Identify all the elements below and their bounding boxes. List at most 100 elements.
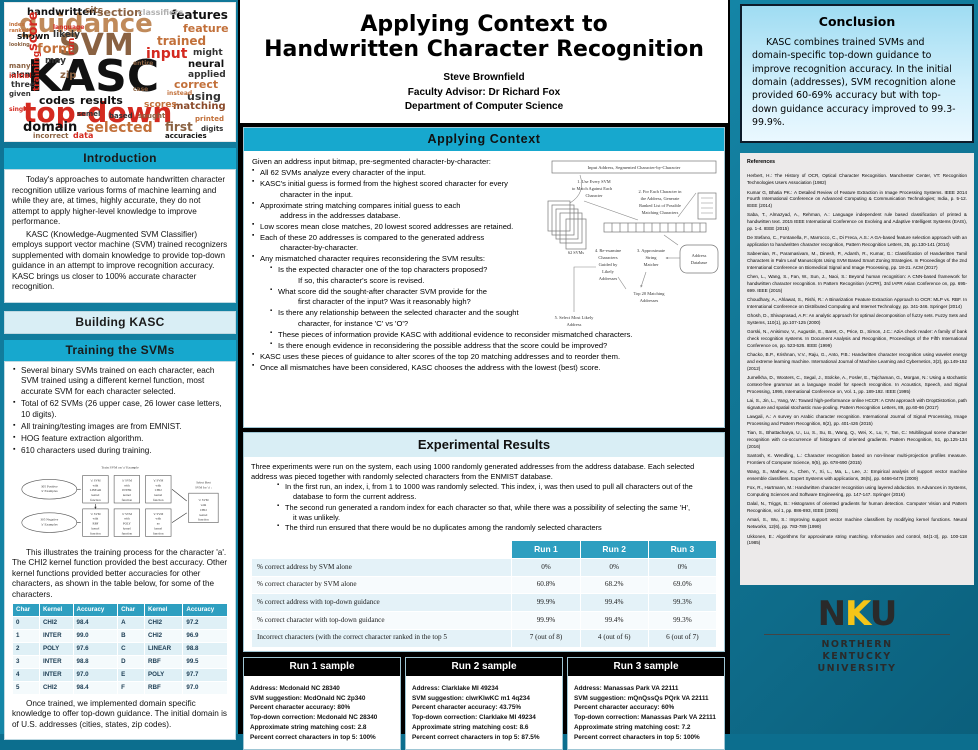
word-cloud-term: using	[187, 90, 221, 103]
nku-logo-block: NKU NORTHERN KENTUCKY UNIVERSITY	[740, 593, 974, 681]
word-cloud-term: many	[9, 62, 31, 70]
svg-text:with: with	[201, 503, 207, 507]
svg-text:function: function	[153, 498, 164, 502]
svg-text:Matcher: Matcher	[644, 262, 659, 267]
word-cloud-term: ranked	[9, 28, 29, 34]
svg-text:kernel: kernel	[154, 493, 162, 497]
svg-text:kernel: kernel	[123, 493, 131, 497]
word-cloud-term: first	[165, 120, 193, 134]
results-table-header-cell: Run 3	[647, 539, 718, 560]
table-row: Incorrect characters (with the correct c…	[250, 628, 718, 648]
results-row-label: % correct character by SVM alone	[250, 575, 513, 595]
svg-text:kernel: kernel	[92, 493, 100, 497]
kernel-table-cell: RBF	[144, 680, 184, 695]
svg-text:Address: Address	[692, 253, 707, 258]
reference-item: Jumelkha, D., Wooters, C., Segal, J., St…	[747, 375, 967, 394]
word-cloud-term: language	[53, 24, 85, 31]
conclusion-panel: Conclusion KASC combines trained SVMs an…	[740, 4, 974, 144]
run-sample-line: Percent correct characters in top 5: 87.…	[412, 734, 540, 742]
run-sample-line: Top-down correction: Mcdonald NC 28340	[250, 714, 378, 722]
svg-text:'a' SVM: 'a' SVM	[153, 478, 163, 482]
word-cloud-term: section	[97, 6, 142, 19]
svg-text:Matching Characters: Matching Characters	[642, 210, 679, 215]
conclusion-text: KASC combines trained SVMs and domain-sp…	[752, 37, 956, 129]
word-cloud-term: selected	[86, 120, 153, 136]
svg-text:305 Positive: 305 Positive	[41, 484, 58, 488]
svg-text:Input Address, Segmented Chara: Input Address, Segmented Character-by-Ch…	[588, 165, 681, 171]
references-list: Herbert, H.: The History of OCR, Optical…	[747, 173, 967, 547]
results-cell: 4 (out of 6)	[579, 628, 649, 648]
author-name: Steve Brownfield	[443, 72, 525, 84]
kernel-table-cell: D	[117, 655, 146, 669]
applying-context-lead: Given an address input bitmap, pre-segme…	[252, 156, 491, 166]
reference-item: Choudhary, A., Ahlawat, S., Rishi, R.: A…	[747, 297, 967, 309]
run-sample-line: Address: Clarklake MI 49234	[412, 684, 499, 692]
results-cell: 68.2%	[579, 575, 649, 595]
svg-text:POLY: POLY	[123, 521, 132, 525]
svg-text:'a' SVM: 'a' SVM	[90, 512, 100, 516]
word-cloud-term: instead	[167, 90, 193, 97]
kernel-table-cell: E	[117, 667, 146, 682]
kernel-table-cell: F	[117, 680, 146, 695]
svg-text:function: function	[90, 498, 101, 502]
run-sample-body: Address: Manassas Park VA 22111 SVM sugge…	[568, 676, 724, 750]
context-bullet: All 62 SVMs analyze every character of t…	[252, 167, 557, 178]
introduction-panel: Today's approaches to automate handwritt…	[4, 169, 236, 303]
run-sample-line: Approximate string matching cost: 8.6	[412, 724, 529, 732]
kernel-table-cell: 97.7	[182, 667, 228, 682]
kernel-table-cell: A	[117, 616, 146, 631]
applying-context-heading: Applying Context	[244, 127, 724, 151]
training-svms-panel: Several binary SVMs trained on each char…	[4, 360, 236, 741]
results-bullet: The third run ensured that there would b…	[277, 522, 717, 533]
word-cloud-term: alone	[11, 70, 36, 79]
table-row: % correct character with top-down guidan…	[250, 611, 718, 630]
kernel-table-header-cell: Kernel	[144, 603, 184, 618]
conclusion-heading: Conclusion	[818, 14, 896, 29]
run-sample-heading: Run 1 sample	[244, 657, 400, 676]
reference-item: Tian, S., Bhattacharya, U., Lu, S., Su, …	[747, 430, 967, 449]
word-cloud-term: neural	[188, 59, 225, 70]
introduction-paragraph-1: Today's approaches to automate handwritt…	[12, 175, 226, 226]
table-row: % correct character by SVM alone 60.8% 68.…	[250, 575, 718, 595]
context-bullet-continuation: character-by-character.	[280, 243, 359, 253]
results-table: Run 1 Run 2 Run 3 % correct address by SVM…	[250, 539, 718, 648]
reference-item: De Stefano, C., Fontanella, F., Marrocco…	[747, 235, 967, 248]
word-cloud-term: likely	[53, 30, 80, 40]
svg-text:3. Approximate: 3. Approximate	[637, 248, 665, 253]
word-cloud-term: might	[193, 48, 223, 58]
kernel-table-cell: C	[117, 642, 146, 656]
word-cloud-term: SVM	[59, 28, 134, 63]
word-cloud-term: may	[45, 56, 67, 66]
center-column: Applying Context to Handwritten Characte…	[240, 0, 728, 750]
word-cloud-term: features	[171, 8, 228, 22]
results-row-label: % correct character with top-down guidan…	[250, 611, 513, 630]
applying-context-bullet-list: All 62 SVMs analyze every character of t…	[252, 167, 633, 373]
run-sample-line: Top-down correction: Manassas Park VA 22…	[574, 714, 716, 722]
kasc-pipeline-diagram: Input Address, Segmented Character-by-Ch…	[546, 157, 722, 357]
run-sample-heading: Run 3 sample	[568, 657, 724, 676]
kernel-table-cell: CHI2	[144, 629, 184, 644]
experimental-results-panel: Experimental Results Three experiments w…	[243, 431, 725, 652]
poster-title-line1: Applying Context to	[360, 12, 608, 37]
kernel-table-header-cell: Accuracy	[182, 603, 228, 618]
faculty-advisor: Faculty Advisor: Dr Richard Fox	[407, 86, 561, 98]
reference-item: Dalal, N., Triggs, B.: Histograms of ori…	[747, 501, 967, 514]
word-cloud-term: accuracies	[165, 132, 207, 140]
kernel-table-header-cell: Char	[12, 603, 40, 618]
context-sub-bullet-list: Is the expected character one of the top…	[260, 264, 633, 351]
kernel-table-cell: 4	[12, 667, 40, 682]
results-cell: 99.3%	[647, 593, 718, 613]
run-sample-line: Address: Mcdonald NC 28340	[250, 684, 340, 692]
svg-text:LINEAR: LINEAR	[90, 488, 102, 492]
svg-text:no: no	[157, 521, 161, 525]
context-bullet-continuation: address in the addresses database.	[280, 211, 401, 220]
results-bullet-continuation: it was unlikely.	[293, 512, 341, 522]
kernel-table-cell: 5	[12, 680, 40, 695]
nku-wordmark: NKU	[817, 594, 898, 635]
applying-context-panel: Applying Context Input Address, Segmente…	[243, 126, 725, 428]
run-sample-card: Run 1 sample Address: Mcdonald NC 28340 SV…	[243, 656, 401, 750]
svg-text:function: function	[198, 517, 209, 521]
svg-text:1. Use Every SVM: 1. Use Every SVM	[577, 179, 611, 184]
results-cell: 99.9%	[511, 611, 581, 630]
table-row: 1 INTER 99.0 B CHI2 96.9	[12, 629, 228, 644]
